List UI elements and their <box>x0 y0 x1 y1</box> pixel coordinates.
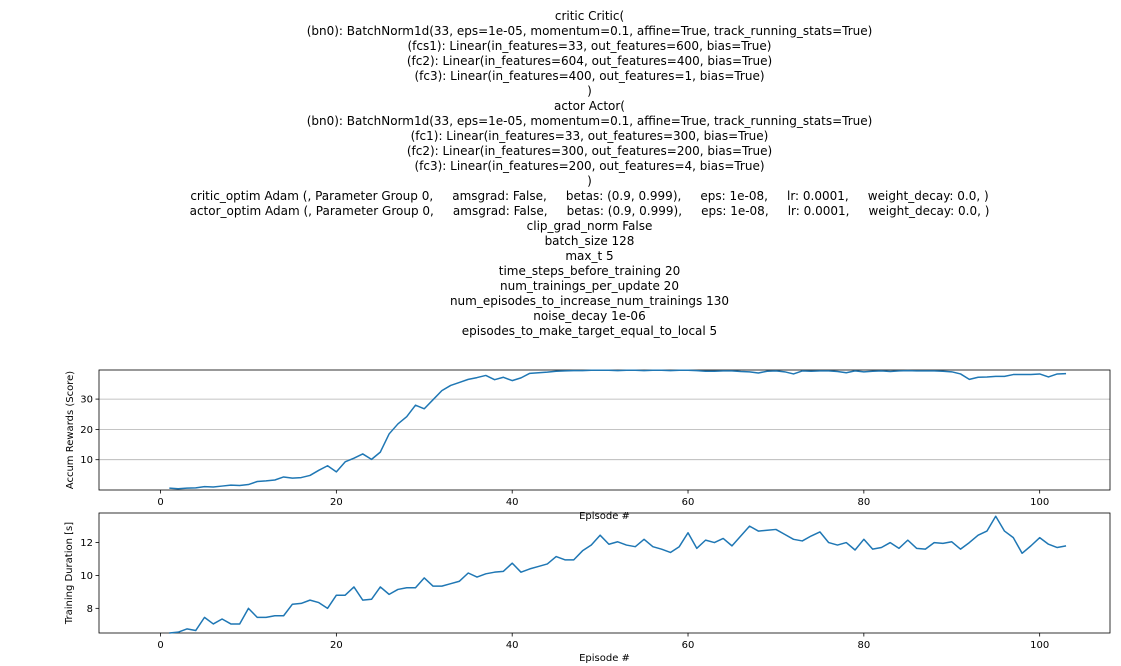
header-line: noise_decay 1e-06 <box>533 309 646 323</box>
y-tick-label: 10 <box>80 571 93 582</box>
hyperparameter-text-block: critic Critic((bn0): BatchNorm1d(33, eps… <box>0 9 1121 339</box>
x-tick-label: 40 <box>506 640 519 651</box>
x-tick-label: 80 <box>857 497 870 508</box>
x-tick-label: 0 <box>157 640 163 651</box>
header-line: num_episodes_to_increase_num_trainings 1… <box>449 294 730 308</box>
y-tick-label: 30 <box>80 395 93 406</box>
x-axis-label: Episode # <box>579 653 630 664</box>
x-axis-label: Episode # <box>579 511 630 522</box>
x-tick-label: 60 <box>682 497 695 508</box>
header-line: (bn0): BatchNorm1d(33, eps=1e-05, moment… <box>306 114 873 128</box>
axes-frame <box>98 369 1111 491</box>
header-line: ) <box>587 174 592 188</box>
series-line <box>169 369 1067 490</box>
header-line: critic_optim Adam (, Parameter Group 0, … <box>190 189 989 203</box>
y-tick-label: 10 <box>80 455 93 466</box>
x-tick-label: 20 <box>330 640 343 651</box>
header-line: actor_optim Adam (, Parameter Group 0, a… <box>189 204 990 218</box>
header-line: actor Actor( <box>553 99 625 113</box>
y-tick-label: 20 <box>80 425 93 436</box>
header-line: (fc3): Linear(in_features=200, out_featu… <box>414 159 765 173</box>
x-tick-label: 100 <box>1030 497 1049 508</box>
header-line: episodes_to_make_target_equal_to_local 5 <box>461 324 718 338</box>
header-line: (fc1): Linear(in_features=33, out_featur… <box>410 129 769 143</box>
y-axis-label: Accum Rewards (Score) <box>65 371 76 489</box>
axes-frame <box>98 512 1111 634</box>
header-line: max_t 5 <box>565 249 614 263</box>
header-line: batch_size 128 <box>544 234 635 248</box>
header-line: num_trainings_per_update 20 <box>500 279 679 293</box>
x-tick-label: 40 <box>506 497 519 508</box>
x-tick-label: 100 <box>1030 640 1049 651</box>
header-line: ) <box>587 84 592 98</box>
header-line: (fcs1): Linear(in_features=33, out_featu… <box>407 39 772 53</box>
header-line: (fc2): Linear(in_features=604, out_featu… <box>406 54 773 68</box>
x-tick-label: 80 <box>857 640 870 651</box>
x-tick-label: 0 <box>157 497 163 508</box>
x-tick-label: 20 <box>330 497 343 508</box>
header-line: time_steps_before_training 20 <box>498 264 681 278</box>
y-tick-label: 12 <box>80 538 93 549</box>
y-axis-label: Training Duration [s] <box>64 522 75 625</box>
header-line: critic Critic( <box>554 9 625 23</box>
header-line: (fc2): Linear(in_features=300, out_featu… <box>406 144 773 158</box>
header-line: clip_grad_norm False <box>526 219 653 233</box>
header-line: (bn0): BatchNorm1d(33, eps=1e-05, moment… <box>306 24 873 38</box>
series-line <box>169 515 1067 634</box>
header-line: (fc3): Linear(in_features=400, out_featu… <box>414 69 765 83</box>
y-tick-label: 8 <box>87 604 93 615</box>
x-tick-label: 60 <box>682 640 695 651</box>
